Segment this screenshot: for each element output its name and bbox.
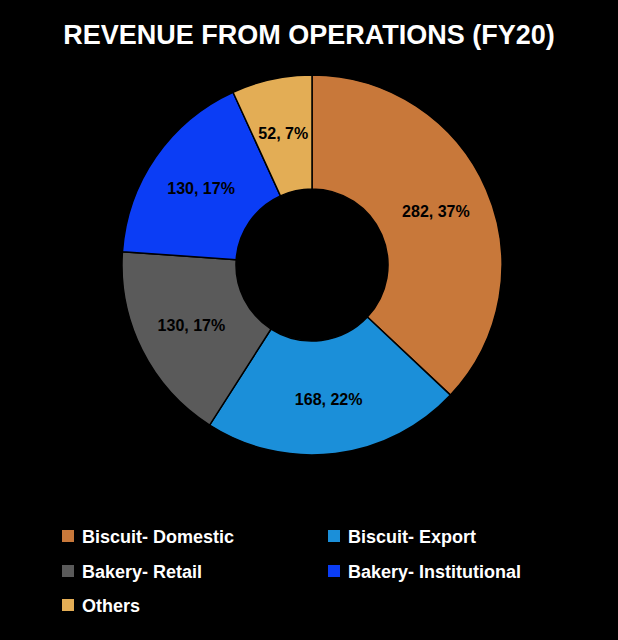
legend-swatch <box>62 530 74 542</box>
legend-swatch <box>62 565 74 577</box>
legend-item: Biscuit- Domestic <box>62 527 234 547</box>
legend-label: Others <box>82 596 140 616</box>
legend-item: Bakery- Institutional <box>328 562 521 582</box>
slice <box>233 75 312 196</box>
slice <box>122 252 271 425</box>
legend-swatch <box>328 565 340 577</box>
chart: REVENUE FROM OPERATIONS (FY20) 282, 37% 16… <box>0 0 618 640</box>
legend-label: Biscuit- Export <box>348 527 476 547</box>
data-label: 282, 37% <box>402 203 470 220</box>
legend-label: Biscuit- Domestic <box>82 527 234 547</box>
legend: Biscuit- Domestic Biscuit- Export Bakery- … <box>62 527 521 616</box>
data-label: 130, 17% <box>158 317 226 334</box>
legend-swatch <box>328 530 340 542</box>
legend-label: Bakery- Institutional <box>348 562 521 582</box>
data-label: 130, 17% <box>167 180 235 197</box>
data-label: 168, 22% <box>295 391 363 408</box>
background <box>0 0 618 640</box>
legend-item: Biscuit- Export <box>328 527 476 547</box>
data-label: 52, 7% <box>258 125 308 142</box>
legend-item: Others <box>62 596 140 616</box>
legend-label: Bakery- Retail <box>82 562 202 582</box>
pie: 282, 37% 168, 22% 130, 17% 130, 17% 52, 7% <box>122 75 502 455</box>
legend-swatch <box>62 599 74 611</box>
title: REVENUE FROM OPERATIONS (FY20) <box>63 20 555 50</box>
legend-item: Bakery- Retail <box>62 562 202 582</box>
